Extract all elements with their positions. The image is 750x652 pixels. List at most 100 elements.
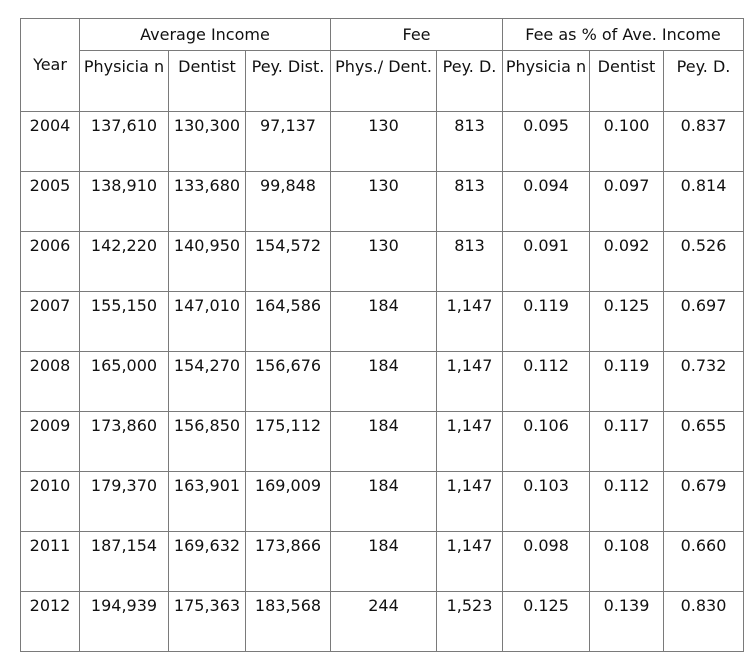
table-row: 2011 187,154 169,632 173,866 184 1,147 0… [20,531,744,592]
avg-pey-cell: 99,848 [245,171,331,232]
table-row: 2004 137,610 130,300 97,137 130 813 0.09… [20,111,744,172]
year-cell: 2008 [20,351,80,412]
avg-pey-cell: 183,568 [245,591,331,652]
fee-pey-cell: 813 [436,111,503,172]
avg-physician-cell: 165,000 [79,351,169,412]
table-row: 2009 173,860 156,850 175,112 184 1,147 0… [20,411,744,472]
fee-phys-dent-cell: 184 [330,411,437,472]
fee-phys-dent-cell: 244 [330,591,437,652]
pct-pey-cell: 0.660 [663,531,744,592]
avg-pey-cell: 164,586 [245,291,331,352]
avg-dentist-cell: 163,901 [168,471,246,532]
table-row: 2007 155,150 147,010 164,586 184 1,147 0… [20,291,744,352]
avg-pey-cell: 173,866 [245,531,331,592]
income-fee-table: Year Average Income Fee Fee as % of Ave.… [20,18,744,652]
pct-pey-header: Pey. D. [663,50,744,112]
pct-dentist-cell: 0.117 [589,411,664,472]
year-cell: 2004 [20,111,80,172]
year-header: Year [20,18,80,112]
year-cell: 2007 [20,291,80,352]
pct-dentist-header: Dentist [589,50,664,112]
avg-physician-cell: 137,610 [79,111,169,172]
avg-physician-cell: 194,939 [79,591,169,652]
pct-dentist-cell: 0.108 [589,531,664,592]
avg-dentist-cell: 133,680 [168,171,246,232]
year-cell: 2012 [20,591,80,652]
pct-dentist-cell: 0.100 [589,111,664,172]
fee-header: Fee [330,18,503,51]
avg-dentist-cell: 147,010 [168,291,246,352]
pct-dentist-cell: 0.125 [589,291,664,352]
year-cell: 2011 [20,531,80,592]
pct-dentist-cell: 0.112 [589,471,664,532]
avg-physician-cell: 173,860 [79,411,169,472]
fee-pey-cell: 813 [436,171,503,232]
fee-pey-cell: 1,147 [436,351,503,412]
fee-pey-cell: 1,147 [436,411,503,472]
year-cell: 2009 [20,411,80,472]
avg-physician-cell: 179,370 [79,471,169,532]
pct-pey-cell: 0.697 [663,291,744,352]
avg-physician-header: Physicia n [79,50,169,112]
pct-physician-cell: 0.103 [502,471,590,532]
pct-pey-cell: 0.732 [663,351,744,412]
avg-dentist-header: Dentist [168,50,246,112]
avg-dentist-cell: 175,363 [168,591,246,652]
fee-pey-cell: 1,147 [436,291,503,352]
pct-physician-cell: 0.098 [502,531,590,592]
pct-dentist-cell: 0.119 [589,351,664,412]
avg-physician-cell: 155,150 [79,291,169,352]
fee-pey-header: Pey. D. [436,50,503,112]
avg-dentist-cell: 154,270 [168,351,246,412]
fee-pey-cell: 813 [436,231,503,292]
pct-physician-header: Physicia n [502,50,590,112]
sub-header-row: Physicia n Dentist Pey. Dist. Phys./ Den… [21,50,744,112]
pct-pey-cell: 0.814 [663,171,744,232]
pct-physician-cell: 0.119 [502,291,590,352]
pct-physician-cell: 0.094 [502,171,590,232]
avg-pey-cell: 175,112 [245,411,331,472]
avg-physician-cell: 187,154 [79,531,169,592]
pct-pey-cell: 0.837 [663,111,744,172]
fee-phys-dent-cell: 184 [330,351,437,412]
table-row: 2010 179,370 163,901 169,009 184 1,147 0… [20,471,744,532]
pct-pey-cell: 0.830 [663,591,744,652]
fee-phys-dent-cell: 184 [330,531,437,592]
fee-pct-header: Fee as % of Ave. Income [502,18,744,51]
fee-phys-dent-cell: 130 [330,231,437,292]
fee-pey-cell: 1,147 [436,531,503,592]
avg-pey-cell: 154,572 [245,231,331,292]
pct-pey-cell: 0.679 [663,471,744,532]
year-cell: 2010 [20,471,80,532]
table-row: 2012 194,939 175,363 183,568 244 1,523 0… [20,591,744,652]
avg-dentist-cell: 140,950 [168,231,246,292]
fee-phys-dent-cell: 130 [330,171,437,232]
fee-phys-dent-cell: 184 [330,471,437,532]
pct-dentist-cell: 0.097 [589,171,664,232]
pct-pey-cell: 0.526 [663,231,744,292]
pct-physician-cell: 0.091 [502,231,590,292]
pct-dentist-cell: 0.139 [589,591,664,652]
avg-dentist-cell: 130,300 [168,111,246,172]
pct-dentist-cell: 0.092 [589,231,664,292]
pct-physician-cell: 0.106 [502,411,590,472]
fee-phys-dent-cell: 130 [330,111,437,172]
fee-pey-cell: 1,147 [436,471,503,532]
year-cell: 2005 [20,171,80,232]
group-header-row: Year Average Income Fee Fee as % of Ave.… [20,18,744,112]
avg-pey-cell: 97,137 [245,111,331,172]
avg-dentist-cell: 156,850 [168,411,246,472]
avg-physician-cell: 142,220 [79,231,169,292]
fee-phys-dent-header: Phys./ Dent. [330,50,437,112]
table-row: 2006 142,220 140,950 154,572 130 813 0.0… [20,231,744,292]
fee-pey-cell: 1,523 [436,591,503,652]
fee-phys-dent-cell: 184 [330,291,437,352]
pct-physician-cell: 0.095 [502,111,590,172]
pct-pey-cell: 0.655 [663,411,744,472]
avg-pey-cell: 156,676 [245,351,331,412]
avg-physician-cell: 138,910 [79,171,169,232]
average-income-header: Average Income [79,18,331,51]
pct-physician-cell: 0.125 [502,591,590,652]
pct-physician-cell: 0.112 [502,351,590,412]
table-row: 2008 165,000 154,270 156,676 184 1,147 0… [20,351,744,412]
